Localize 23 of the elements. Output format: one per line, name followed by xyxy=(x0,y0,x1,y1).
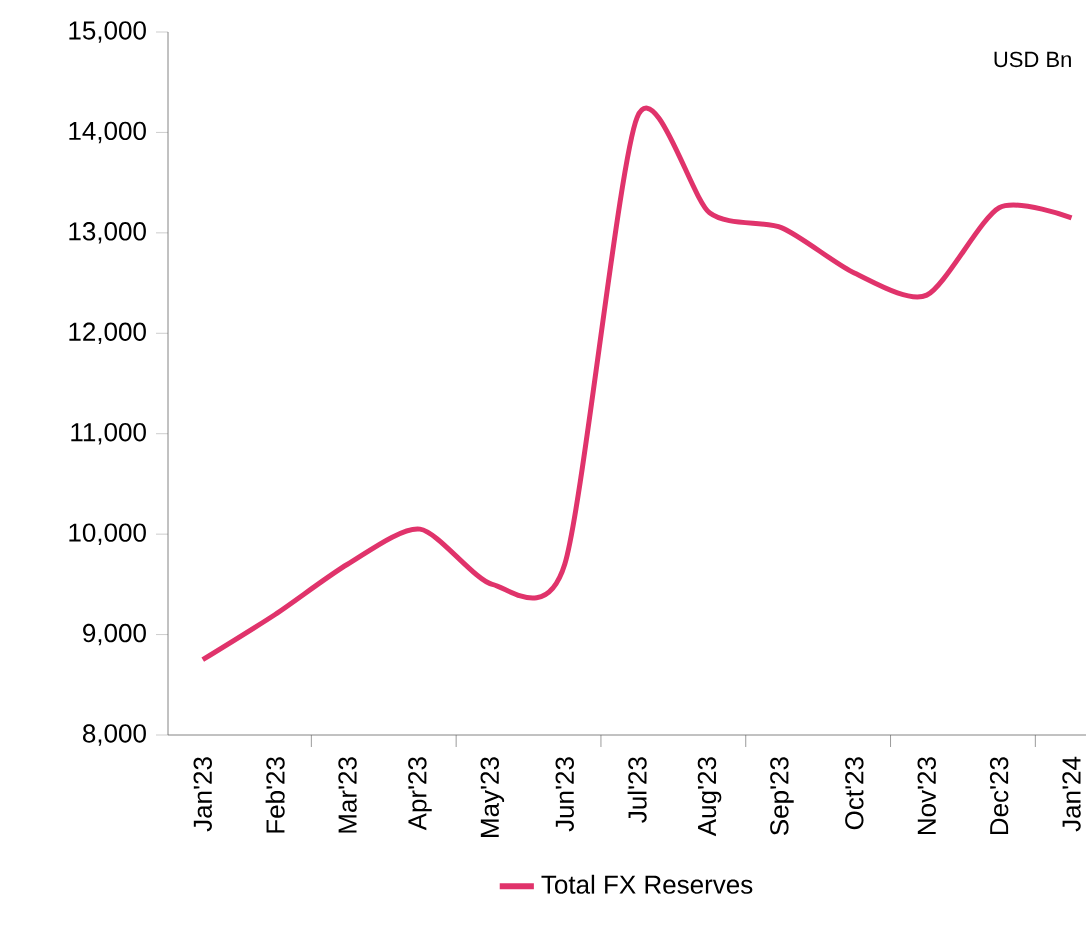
x-tick-label: Sep'23 xyxy=(770,757,794,836)
y-tick-label: 8,000 xyxy=(83,724,146,746)
y-tick-label: 9,000 xyxy=(83,623,146,646)
y-tick-label: 12,000 xyxy=(69,322,146,345)
x-tick-label: Apr'23 xyxy=(408,757,432,831)
x-tick-label: Dec'23 xyxy=(989,757,1009,835)
x-tick-label: Jul'23 xyxy=(627,757,647,823)
x-tick-label: May'23 xyxy=(480,757,505,837)
x-tick-label: Jun'23 xyxy=(555,757,574,832)
x-tick-label: Mar'23 xyxy=(338,757,357,833)
annotation: USD Bn xyxy=(994,51,1071,68)
y-tick-label: 13,000 xyxy=(69,222,146,244)
x-tick-label: Nov'23 xyxy=(917,757,936,835)
y-tick-label: 14,000 xyxy=(69,121,146,144)
legend-label: Total FX Reserves xyxy=(541,874,753,894)
x-tick-label: Feb'23 xyxy=(265,757,285,833)
x-tick-label: Oct'23 xyxy=(845,757,864,830)
y-tick-label: 10,000 xyxy=(69,523,146,545)
x-tick-label: Jan'24 xyxy=(1062,756,1081,832)
x-tick-label: Aug'23 xyxy=(697,757,722,837)
y-tick-label: 11,000 xyxy=(71,422,146,445)
y-tick-label: 15,000 xyxy=(69,21,146,43)
x-tick-label: Jan'23 xyxy=(193,757,212,832)
